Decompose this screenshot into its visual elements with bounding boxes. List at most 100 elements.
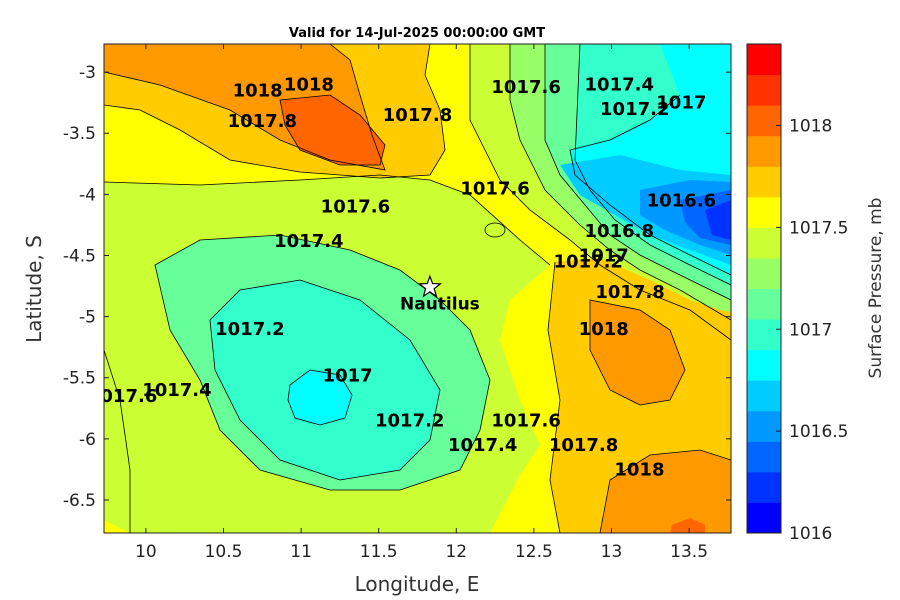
colorbar-tick-label: 1017.5: [789, 218, 848, 238]
contour-label: 1016.6: [647, 190, 716, 211]
colorbar: 1016 1016.5 1017 1017.5 1018: [747, 44, 848, 544]
x-tick-label: 11: [290, 542, 312, 562]
contour-label: 1017: [656, 93, 706, 114]
colorbar-segment: [747, 502, 781, 534]
y-tick-label: -6.5: [63, 491, 96, 511]
contour-line: [547, 261, 561, 533]
colorbar-tick-label: 1018: [789, 117, 832, 137]
contour-label: 1017.4: [585, 74, 654, 95]
colorbar-segment: [747, 196, 781, 228]
colorbar-segment: [747, 349, 781, 381]
contour-label: 1018: [614, 459, 664, 480]
contour-label: 1017.6: [88, 386, 157, 407]
colorbar-segment: [747, 135, 781, 167]
x-axis-label: Longitude, E: [355, 572, 480, 596]
y-axis-label: Latitude, S: [22, 235, 46, 343]
contour-line: [104, 349, 131, 533]
x-tick-label: 10: [135, 542, 157, 562]
colorbar-segment: [747, 44, 781, 76]
contour-line: [484, 222, 506, 238]
colorbar-segment: [747, 227, 781, 259]
band-1018-south: [600, 450, 731, 533]
contour-label: 1017.8: [228, 111, 297, 132]
band-1018-2-south: [670, 518, 705, 533]
contour-label: 1017.2: [215, 319, 284, 340]
band-1018-southeast: [590, 300, 685, 405]
plot-frame: [103, 43, 732, 534]
contour-line: [287, 369, 353, 426]
contour-line: [509, 44, 731, 321]
x-tick-label: 13.5: [670, 542, 708, 562]
contour-label: 1017.6: [460, 178, 529, 199]
colorbar-segment: [747, 410, 781, 442]
colorbar-tick-label: 1017: [789, 320, 832, 340]
contour-label: 1017.8: [383, 105, 452, 126]
contour-label: 1017: [579, 245, 629, 266]
contour-label: 1017.2: [600, 99, 669, 120]
band-1018-2-north: [280, 95, 385, 165]
contour-line: [104, 44, 446, 179]
contour-label: 1017.6: [491, 77, 560, 98]
site-marker-label: Nautilus: [400, 294, 480, 314]
contour-label: 1018: [284, 74, 334, 95]
contour-label: 1018: [579, 319, 629, 340]
colorbar-segment: [747, 105, 781, 137]
contour-label: 1017.6: [321, 197, 390, 218]
contour-label: 1017.2: [553, 252, 622, 273]
contour-label: 1017.8: [595, 282, 664, 303]
contour-label: 1017.4: [274, 231, 343, 252]
colorbar-label: Surface Pressure, mb: [866, 198, 886, 379]
contour-label: 1016.8: [585, 221, 654, 242]
colorbar-segment: [747, 257, 781, 289]
colorbar-segment: [747, 288, 781, 320]
colorbar-segment: [747, 319, 781, 351]
x-tick-label: 12: [445, 542, 467, 562]
contour-line: [209, 279, 441, 481]
y-tick-label: -4: [79, 185, 96, 205]
band-east-min: [705, 200, 731, 240]
contour-line: [569, 94, 731, 276]
contour-line: [574, 44, 731, 286]
contour-label: 1017.4: [448, 435, 517, 456]
y-tick-label: -4.5: [63, 246, 96, 266]
contour-label: 1017.2: [375, 411, 444, 432]
y-tick-label: -6: [79, 430, 96, 450]
y-tick-label: -3: [79, 63, 96, 83]
colorbar-tick-label: 1016.5: [789, 422, 848, 442]
contour-label: 1017.8: [549, 435, 618, 456]
y-tick-label: -3.5: [63, 124, 96, 144]
x-tick-label: 12.5: [515, 542, 553, 562]
contour-label: 1018: [233, 80, 283, 101]
site-marker-star: [417, 274, 443, 298]
contour-line: [154, 234, 491, 491]
contour-line: [104, 174, 551, 266]
colorbar-segment: [747, 441, 781, 473]
contour-line: [279, 94, 386, 166]
chart-title: Valid for 14-Jul-2025 00:00:00 GMT: [289, 26, 545, 41]
band-1016-8-low: [288, 370, 352, 425]
colorbar-segment: [747, 74, 781, 106]
colorbar-segment: [747, 380, 781, 412]
contour-line: [599, 449, 731, 533]
colorbar-segment: [747, 166, 781, 198]
x-tick-label: 13: [601, 542, 623, 562]
colorbar-tick-label: 1016: [789, 524, 832, 544]
y-tick-label: -5: [79, 308, 96, 328]
contour-label: 1017.6: [491, 411, 560, 432]
contour-line: [589, 299, 686, 406]
x-tick-label: 10.5: [205, 542, 243, 562]
contour-line: [469, 44, 731, 341]
colorbar-segment: [747, 471, 781, 503]
contour-label: 1017.4: [142, 380, 211, 401]
y-tick-label: -5.5: [63, 369, 96, 389]
colorbar-frame: [746, 43, 782, 534]
y-axis: -3 -3.5 -4 -4.5 -5 -5.5 -6 -6.5: [63, 63, 731, 511]
contour-line: [544, 44, 731, 301]
x-axis: 10 10.5 11 11.5 12 12.5 13 13.5: [135, 44, 708, 562]
contour-label: 1017: [323, 365, 373, 386]
contour-lines: [104, 44, 731, 533]
